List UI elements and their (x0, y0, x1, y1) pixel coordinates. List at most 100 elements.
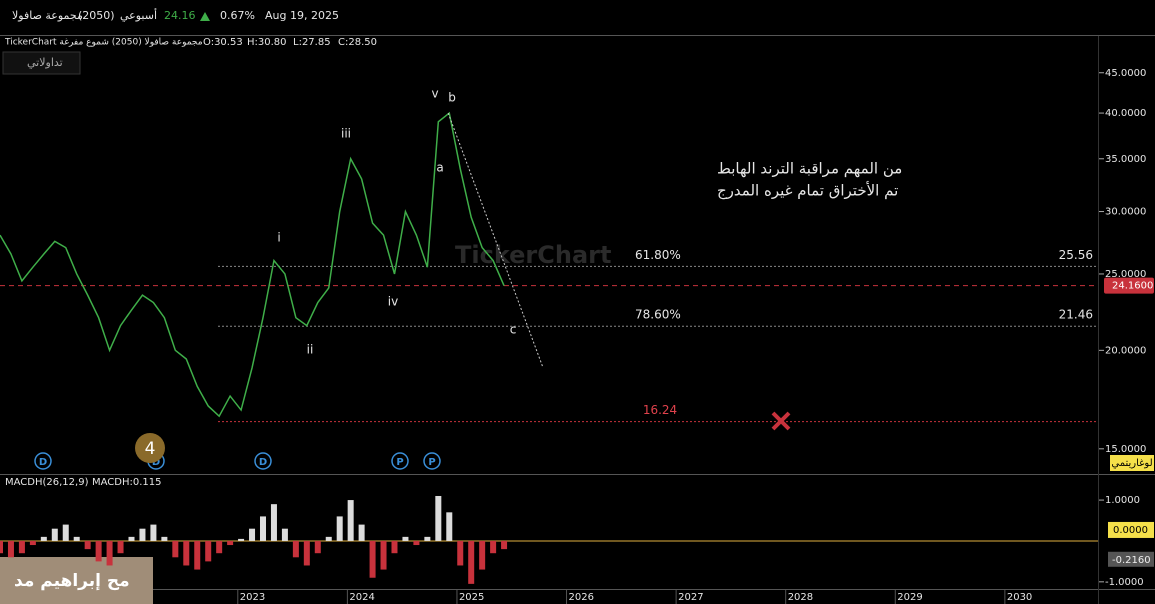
footer-box (0, 557, 153, 604)
macd-bar (238, 538, 245, 541)
event-label: D (39, 457, 47, 468)
x-tick-label: 2024 (349, 592, 374, 603)
event-badge (423, 452, 441, 470)
macd-title: MACDH(26,12,9) (5, 477, 89, 488)
macd-bar (205, 540, 212, 562)
date: Aug 19, 2025 (265, 9, 339, 22)
event-label: P (428, 457, 435, 468)
y-tick-label: 40.0000 (1105, 108, 1146, 119)
macd-bar (303, 540, 310, 566)
count-badge-label: 4 (145, 439, 156, 459)
scale-label: لوغاريتمي (1111, 458, 1152, 469)
event-label: P (396, 457, 403, 468)
macd-bar (446, 512, 453, 541)
wave-label: iii (341, 127, 351, 141)
x-tick-label: 2027 (678, 592, 703, 603)
wave-label: c (510, 323, 517, 337)
wave-label: ii (307, 343, 314, 357)
last-price-box (1104, 277, 1154, 294)
macd-bar (314, 540, 321, 554)
symbol-code: (2050) (78, 9, 115, 22)
macd-bar (391, 540, 398, 554)
macd-bar (490, 540, 497, 554)
wave-label: v (431, 87, 438, 101)
macd-subtitle: MACDH:0.115 (92, 477, 162, 488)
macd-bar (194, 540, 201, 570)
macd-bar (139, 528, 146, 541)
macd-bar (249, 528, 256, 541)
macd-bar (281, 528, 288, 541)
macd-bar (479, 540, 486, 570)
event-label: D (259, 457, 267, 468)
trades-button-label[interactable]: تداولاتي (27, 56, 63, 69)
count-badge (135, 433, 165, 463)
level-ratio: 78.60% (635, 308, 681, 322)
wave-label: iv (388, 295, 398, 309)
macd-tick-label: 1.0000 (1105, 495, 1140, 506)
macd-bar (62, 524, 69, 541)
macd-bar (435, 495, 442, 541)
macd-bar (51, 528, 58, 541)
x-tick-label: 2028 (788, 592, 813, 603)
macd-bar (183, 540, 190, 566)
macd-bar (347, 500, 354, 541)
level-ratio: 61.80% (635, 248, 681, 262)
macd-bar (7, 540, 14, 558)
stop-marker (771, 411, 791, 431)
macd-last-box (1108, 551, 1154, 567)
footer-text: مح إبراهيم مد (14, 571, 130, 591)
macd-bar (117, 540, 124, 554)
y-tick-label: 20.0000 (1105, 345, 1146, 356)
event-badge (391, 452, 409, 470)
macd-bar (402, 536, 409, 541)
macd-bar (227, 540, 234, 546)
macd-bar (413, 540, 420, 546)
macd-bar (84, 540, 91, 550)
macd-bar (457, 540, 464, 566)
macd-bar (501, 540, 508, 550)
y-tick-label: 30.0000 (1105, 207, 1146, 218)
macd-last-label: -0.2160 (1112, 555, 1151, 566)
scale-box (1110, 455, 1154, 471)
level-label: 21.46 (1059, 308, 1093, 322)
x-tick-label: 2023 (240, 592, 265, 603)
wave-label: b (448, 91, 456, 105)
ohlc-close: C:28.50 (338, 37, 377, 48)
price-line (0, 111, 505, 418)
macd-bar (336, 516, 343, 541)
macd-bar (468, 540, 475, 584)
price: 24.16 (164, 9, 196, 22)
macd-bar (270, 504, 277, 541)
event-badge (34, 452, 52, 470)
macd-bar (40, 536, 47, 541)
event-badge (254, 452, 272, 470)
trendline (447, 112, 543, 367)
macd-bar (128, 536, 135, 541)
macd-bar (325, 536, 332, 541)
ohlc-high: H:30.80 (247, 37, 287, 48)
level-label: 25.56 (1059, 248, 1093, 262)
period: أسبوعي (120, 8, 157, 22)
annotation: تم الأختراق تمام غيره المدرج (717, 181, 898, 201)
ohlc-low: L:27.85 (293, 37, 331, 48)
x-tick-label: 2026 (569, 592, 594, 603)
macd-bar (29, 540, 36, 546)
y-tick-label: 25.0000 (1105, 269, 1146, 280)
macd-bar (150, 524, 157, 541)
level-label: 16.24 (643, 403, 677, 417)
macd-bar (95, 540, 102, 562)
macd-bar (172, 540, 179, 558)
macd-bar (0, 540, 3, 554)
macd-bar (73, 536, 80, 541)
macd-bar (18, 540, 25, 554)
wave-label: i (277, 231, 280, 245)
symbol-name: مجموعة صافولا (12, 9, 83, 22)
macd-bar (380, 540, 387, 570)
macd-tick-label: -1.0000 (1105, 577, 1144, 588)
macd-bar (358, 524, 365, 541)
macd-bar (369, 540, 376, 578)
trades-button[interactable] (2, 51, 81, 75)
macd-bar (292, 540, 299, 558)
